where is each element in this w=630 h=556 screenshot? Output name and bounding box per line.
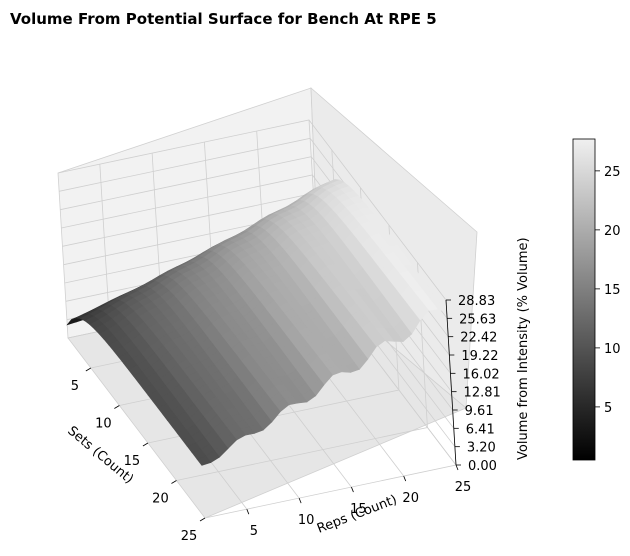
z-tick-label: 12.81 bbox=[464, 386, 501, 401]
z-tick-label: 9.61 bbox=[465, 404, 494, 419]
y-tick-mark bbox=[403, 475, 407, 482]
x-tick-label: 20 bbox=[152, 492, 169, 507]
x-tick-mark bbox=[171, 480, 177, 484]
chart-title: Volume From Potential Surface for Bench … bbox=[10, 10, 437, 28]
y-tick-mark bbox=[351, 486, 354, 493]
colorbar-tick-label: 15 bbox=[604, 283, 621, 298]
colorbar-tick-label: 10 bbox=[604, 342, 621, 357]
x-tick-label: 15 bbox=[124, 454, 141, 469]
y-tick-label: 10 bbox=[298, 513, 315, 528]
x-tick-mark bbox=[142, 442, 149, 447]
x-tick-label: 25 bbox=[181, 529, 198, 544]
x-tick-label: 5 bbox=[71, 379, 79, 394]
z-axis-label: Volume from Intensity (% Volume) bbox=[516, 237, 531, 460]
y-tick-label: 15 bbox=[350, 502, 367, 517]
z-tick-label: 6.41 bbox=[466, 422, 495, 437]
axes: 5 10 15 20 25 5 10 15 20 25 0.00 3.20 6.41 9.61 12.81 1… bbox=[71, 294, 501, 544]
y-tick-label: 25 bbox=[455, 480, 472, 495]
colorbar bbox=[572, 138, 596, 461]
y-tick-label: 5 bbox=[250, 524, 258, 539]
y-tick-mark bbox=[298, 497, 302, 504]
surface-plot bbox=[66, 179, 448, 466]
z-tick-label: 19.22 bbox=[461, 349, 498, 364]
x-tick-mark bbox=[114, 405, 120, 409]
x-tick-label: 10 bbox=[95, 417, 112, 432]
z-axis-line bbox=[445, 299, 457, 466]
z-tick-label: 16.02 bbox=[462, 367, 499, 382]
x-tick-mark bbox=[85, 367, 92, 372]
z-tick-label: 3.20 bbox=[467, 441, 496, 456]
y-axis-label: Reps (Count) bbox=[315, 492, 399, 536]
grid-z-9 bbox=[57, 119, 447, 301]
colorbar-tick-label: 20 bbox=[604, 224, 621, 239]
y-tick-label: 20 bbox=[402, 491, 419, 506]
surface-patch bbox=[196, 455, 212, 466]
z-tick-label: 28.83 bbox=[458, 294, 495, 309]
z-tick-label: 22.42 bbox=[460, 331, 497, 346]
z-tick-label: 0.00 bbox=[468, 459, 497, 474]
colorbar-tick-label: 25 bbox=[604, 165, 621, 180]
colorbar-ticks: 5 10 15 20 25 bbox=[595, 165, 621, 416]
y-tick-mark bbox=[455, 464, 459, 471]
y-tick-mark bbox=[246, 509, 250, 515]
z-tick-label: 25.63 bbox=[459, 312, 496, 327]
colorbar-tick-label: 5 bbox=[604, 401, 612, 416]
x-tick-mark bbox=[199, 517, 206, 522]
